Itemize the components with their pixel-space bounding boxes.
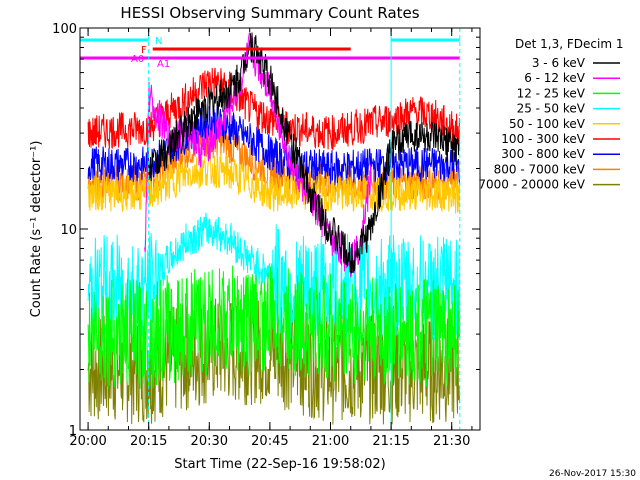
flag-label-n: N: [155, 36, 162, 47]
x-axis-label: Start Time (22-Sep-16 19:58:02): [174, 457, 385, 472]
x-tick-label-2: 20:30: [191, 434, 228, 449]
x-tick-label-5: 21:15: [372, 434, 409, 449]
series-line-4: [87, 151, 460, 214]
flag-label-a0: A0: [131, 54, 144, 65]
series-line-2: [87, 265, 460, 390]
legend-label-0: 3 - 6 keV: [532, 56, 586, 70]
y-tick-label-2: 100: [52, 22, 77, 37]
legend-label-1: 6 - 12 keV: [524, 71, 586, 85]
x-tick-label-3: 20:45: [251, 434, 288, 449]
series-line-0: [148, 32, 460, 274]
legend-label-2: 12 - 25 keV: [517, 86, 586, 100]
flag-label-f: F: [141, 45, 147, 56]
legend-label-3: 25 - 50 keV: [517, 102, 586, 116]
x-tick-label-1: 20:15: [130, 434, 167, 449]
x-tick-label-4: 21:00: [312, 434, 349, 449]
series-line-5: [87, 67, 460, 151]
legend-title: Det 1,3, FDecim 1: [515, 37, 623, 51]
y-tick-label-1: 10: [60, 223, 77, 238]
legend-label-4: 50 - 100 keV: [509, 117, 586, 131]
x-tick-label-6: 21:30: [433, 434, 470, 449]
flag-label-a1: A1: [157, 59, 170, 70]
y-tick-label-0: 1: [69, 424, 77, 439]
legend-label-5: 100 - 300 keV: [501, 132, 585, 146]
legend-label-8: 7000 - 20000 keV: [478, 178, 585, 192]
footer-date: 26-Nov-2017 15:30: [549, 469, 636, 479]
y-axis-label: Count Rate (s⁻¹ detector⁻¹): [29, 141, 44, 318]
chart-title: HESSI Observing Summary Count Rates: [120, 4, 419, 22]
x-tick-label-0: 20:00: [69, 434, 106, 449]
legend-label-7: 800 - 7000 keV: [494, 162, 586, 176]
legend-label-6: 300 - 800 keV: [501, 147, 585, 161]
